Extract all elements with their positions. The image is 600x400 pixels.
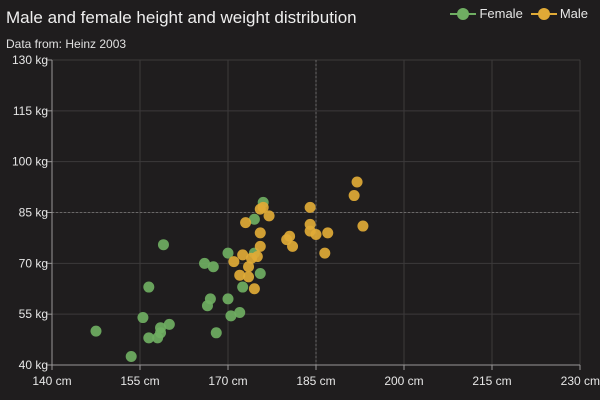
data-point-male <box>319 247 331 259</box>
x-tick-label: 155 cm <box>120 374 159 388</box>
data-point-male <box>234 269 246 281</box>
legend-swatch-male <box>530 7 557 20</box>
y-tick-label: 100 kg <box>12 155 48 169</box>
data-point-female <box>254 268 266 279</box>
legend-marker-male <box>537 7 550 20</box>
data-point-male <box>251 251 263 263</box>
data-point-male <box>237 249 249 261</box>
data-point-female <box>222 247 234 259</box>
data-point-female <box>125 351 137 363</box>
data-point-female <box>143 281 155 293</box>
data-point-male <box>263 210 275 222</box>
x-tick-label: 230 cm <box>561 374 600 388</box>
data-point-female <box>234 306 246 318</box>
legend: Female Male <box>450 6 588 21</box>
x-tick-label: 215 cm <box>472 374 511 388</box>
data-point-male <box>248 283 260 295</box>
data-point-male <box>284 230 296 242</box>
data-point-female <box>143 332 155 344</box>
data-point-female <box>199 257 211 269</box>
data-point-female <box>207 261 219 273</box>
data-point-female <box>248 213 260 225</box>
data-point-female <box>90 325 102 337</box>
data-point-female <box>204 293 216 305</box>
data-point-female <box>210 327 222 339</box>
data-point-male <box>304 201 316 213</box>
data-point-female <box>237 281 249 293</box>
x-tick-label: 200 cm <box>384 374 423 388</box>
data-point-female <box>155 327 167 339</box>
axes: 130 kg 115 kg 100 kg 85 kg 70 kg 55 kg 40 kg 14… <box>12 53 600 388</box>
data-point-female <box>222 293 234 305</box>
chart-subtitle: Data from: Heinz 2003 <box>6 37 127 51</box>
data-point-female <box>137 312 149 324</box>
legend-item-male[interactable]: Male <box>530 6 588 21</box>
data-point-female <box>225 310 237 322</box>
legend-label-female: Female <box>479 6 523 21</box>
data-point-male <box>254 240 266 252</box>
y-tick-label: 70 kg <box>19 256 48 270</box>
data-point-male <box>322 227 334 239</box>
y-tick-label: 85 kg <box>19 206 48 220</box>
legend-item-female[interactable]: Female <box>450 6 523 21</box>
data-point-female <box>157 239 169 251</box>
y-tick-label: 55 kg <box>19 307 48 321</box>
data-point-male <box>240 217 252 229</box>
y-tick-label: 130 kg <box>12 53 48 67</box>
data-point-male <box>287 240 299 252</box>
data-point-male <box>228 256 240 268</box>
legend-marker-female <box>457 7 470 20</box>
y-tick-label: 115 kg <box>13 104 48 118</box>
data-point-female <box>163 318 175 330</box>
x-tick-label: 170 cm <box>208 374 247 388</box>
data-point-male <box>254 227 266 239</box>
data-point-male <box>348 190 360 202</box>
data-point-male <box>357 220 369 232</box>
chart-title: Male and female height and weight distri… <box>6 8 357 27</box>
data-point-male <box>310 229 322 241</box>
data-point-male <box>257 201 269 213</box>
x-tick-label: 185 cm <box>296 374 335 388</box>
crosshair <box>52 60 580 365</box>
data-point-male <box>351 176 363 188</box>
data-point-male <box>243 261 255 273</box>
data-point-male <box>243 271 255 283</box>
data-points <box>90 176 369 363</box>
x-tick-label: 140 cm <box>32 374 71 388</box>
y-tick-label: 40 kg <box>19 358 48 372</box>
legend-label-male: Male <box>559 6 588 21</box>
legend-swatch-female <box>450 7 477 20</box>
